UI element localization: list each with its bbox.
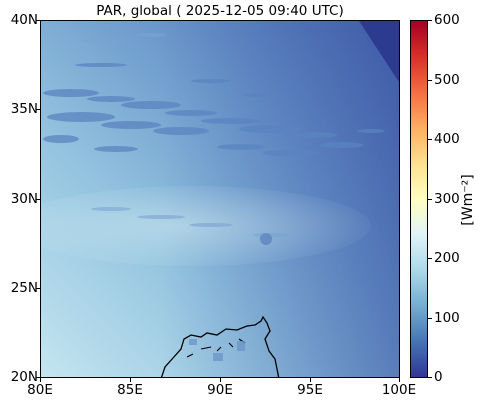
y-tick-label: 35N xyxy=(10,101,38,117)
no-data-corner xyxy=(359,21,399,82)
map-title: PAR, global ( 2025-12-05 09:40 UTC) xyxy=(96,3,344,19)
colorbar-tick-label: 500 xyxy=(434,72,460,88)
colorbar-tick-label: 0 xyxy=(434,369,443,385)
x-tick xyxy=(130,378,131,382)
colorbar-unit-label: [Wm⁻²] xyxy=(460,174,476,226)
colorbar-tick-label: 100 xyxy=(434,310,460,326)
map-panel xyxy=(40,20,400,378)
x-tick-label: 90E xyxy=(207,382,233,398)
y-tick xyxy=(36,377,40,378)
land-patch xyxy=(189,339,245,361)
colorbar-tick xyxy=(428,318,432,319)
y-tick xyxy=(36,109,40,110)
colorbar-tick xyxy=(428,377,432,378)
colorbar-tick xyxy=(428,199,432,200)
colorbar-tick-label: 200 xyxy=(434,250,460,266)
y-tick-label: 30N xyxy=(10,191,38,207)
x-tick xyxy=(399,378,400,382)
y-tick-label: 40N xyxy=(10,12,38,28)
x-tick xyxy=(40,378,41,382)
x-tick-label: 80E xyxy=(27,382,53,398)
x-tick xyxy=(220,378,221,382)
x-tick-label: 95E xyxy=(297,382,323,398)
colorbar-tick-label: 400 xyxy=(434,131,460,147)
colorbar-tick xyxy=(428,20,432,21)
cloud-streaks xyxy=(43,63,385,156)
y-tick xyxy=(36,199,40,200)
colorbar-tick xyxy=(428,80,432,81)
x-tick-label: 85E xyxy=(117,382,143,398)
x-tick-label: 100E xyxy=(381,382,417,398)
colorbar xyxy=(410,20,428,378)
y-tick xyxy=(36,20,40,21)
cloud-streaks-south xyxy=(81,33,289,245)
y-tick-label: 25N xyxy=(10,280,38,296)
colorbar-tick-label: 300 xyxy=(434,191,460,207)
colorbar-tick-label: 600 xyxy=(434,12,460,28)
colorbar-tick xyxy=(428,139,432,140)
coastline xyxy=(160,315,280,377)
y-tick-label: 20N xyxy=(10,369,38,385)
colorbar-tick xyxy=(428,258,432,259)
coastline-delta xyxy=(186,338,246,358)
y-tick xyxy=(36,288,40,289)
x-tick xyxy=(310,378,311,382)
par-map xyxy=(41,21,399,377)
